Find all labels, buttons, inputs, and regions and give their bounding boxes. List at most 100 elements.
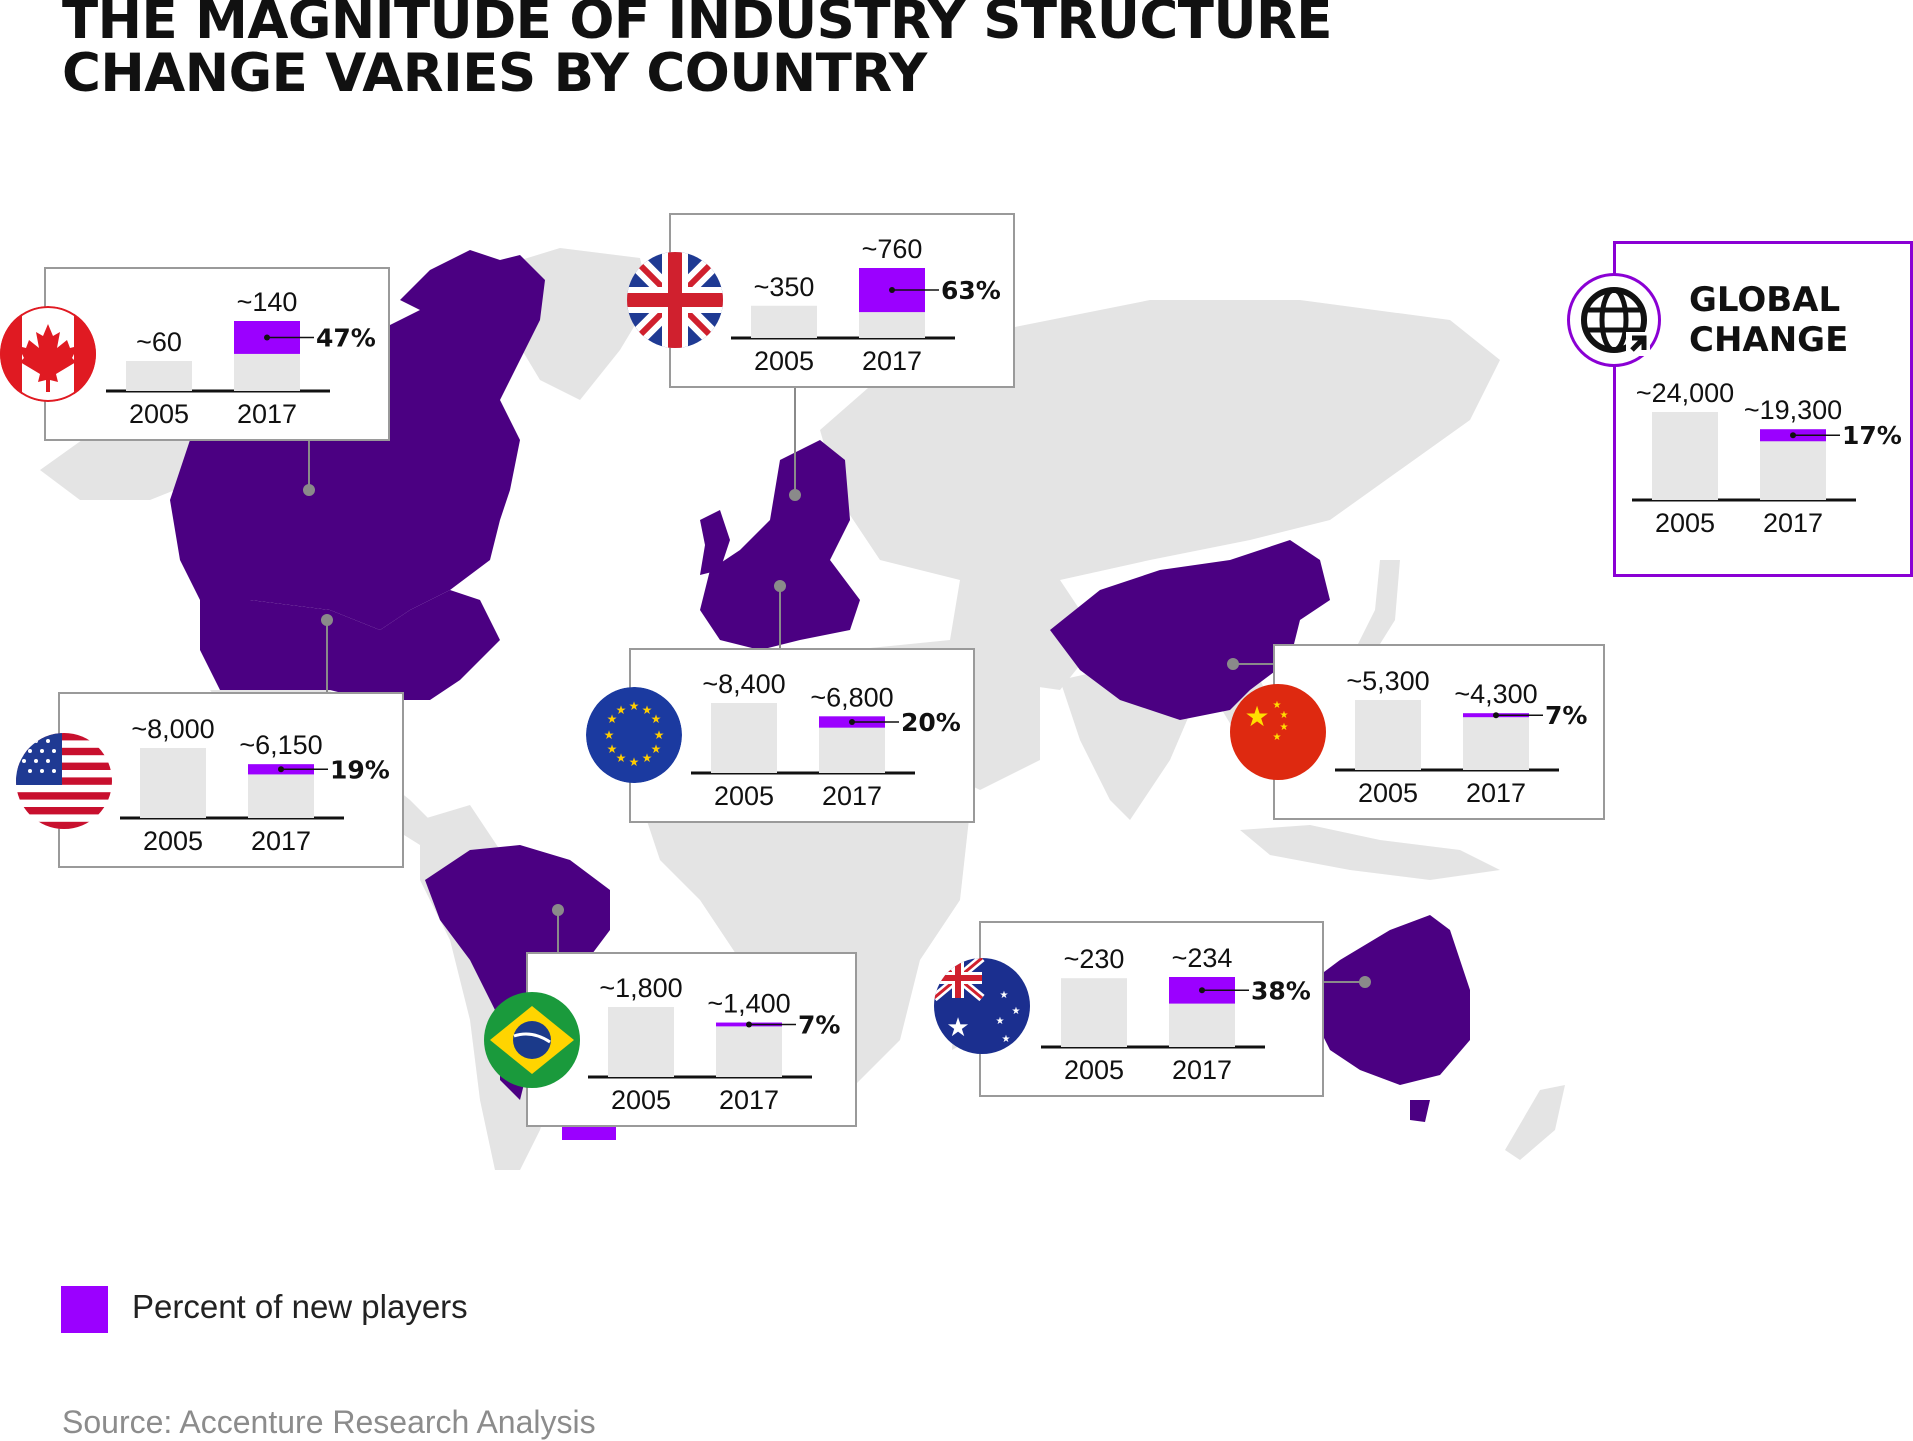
bar-2005 — [140, 748, 206, 818]
bar-2017 — [716, 1022, 782, 1077]
chart-box-china: ~5,300 2005 7% ~4,300 2017 — [1273, 644, 1605, 820]
bars: ~350 2005 63% ~760 2017 — [731, 234, 1001, 376]
bar-chart-eu: ~8,400 2005 20% ~6,800 2017 — [691, 669, 961, 811]
chart-box-usa: ~8,000 2005 19% ~6,150 2017 — [58, 692, 404, 868]
year-label-2017: 2017 — [1763, 508, 1823, 538]
global-title-line-2: CHANGE — [1689, 320, 1849, 360]
svg-text:★: ★ — [607, 712, 618, 726]
svg-text:★: ★ — [629, 699, 640, 713]
new-zealand-shape — [1505, 1085, 1565, 1160]
year-label-2005: 2005 — [143, 826, 203, 856]
bars: ~8,000 2005 19% ~6,150 2017 — [120, 714, 390, 856]
bar-chart-global: ~24,000 2005 17%~19,300 2017 — [1632, 378, 1902, 538]
chart-box-brazil: ~1,800 2005 7% ~1,400 2017 — [526, 952, 857, 1127]
svg-text:★: ★ — [616, 703, 627, 717]
svg-text:★: ★ — [604, 728, 615, 742]
value-label-2017: ~1,400 — [707, 989, 790, 1019]
svg-text:★: ★ — [651, 712, 662, 726]
percent-leader-dot — [849, 719, 855, 725]
source-note: Source: Accenture Research Analysis — [62, 1404, 596, 1440]
canada-shape — [170, 255, 545, 630]
bar-2017 — [1463, 713, 1529, 770]
value-label-2017: ~140 — [237, 287, 298, 317]
australia-flag-icon: ★ ★ ★ ★ ★ — [934, 958, 1030, 1054]
value-label-2017: ~19,300 — [1744, 395, 1842, 425]
chart-box-eu: ~8,400 2005 20% ~6,800 2017 — [629, 648, 975, 823]
year-label-2017: 2017 — [822, 781, 882, 811]
chart-box-uk: ~350 2005 63% ~760 2017 — [669, 213, 1015, 388]
bar-2005 — [1355, 700, 1421, 770]
bar-chart-canada: ~60 2005 47% ~140 2017 — [106, 287, 376, 429]
value-label-2017: ~6,150 — [239, 730, 322, 760]
svg-text:★: ★ — [1280, 710, 1289, 721]
svg-text:★: ★ — [607, 742, 618, 756]
global-change-title: GLOBAL CHANGE — [1689, 280, 1848, 360]
year-label-2005: 2005 — [1358, 778, 1418, 808]
bar-chart-china: ~5,300 2005 7% ~4,300 2017 — [1335, 666, 1587, 808]
percent-leader-dot — [278, 766, 284, 773]
year-label-2017: 2017 — [1172, 1055, 1232, 1085]
china-shape — [1050, 540, 1330, 720]
svg-text:★: ★ — [642, 751, 653, 765]
bar-2005 — [711, 703, 777, 773]
value-label-2005: ~8,400 — [702, 669, 785, 699]
year-label-2017: 2017 — [251, 826, 311, 856]
value-label-2017: ~760 — [862, 234, 923, 264]
bar-chart-usa: ~8,000 2005 19% ~6,150 2017 — [120, 714, 390, 856]
value-label-2017: ~4,300 — [1454, 679, 1537, 709]
svg-text:★: ★ — [946, 1013, 969, 1043]
year-label-2005: 2005 — [1655, 508, 1715, 538]
svg-text:★: ★ — [1273, 700, 1282, 711]
svg-text:★: ★ — [651, 742, 662, 756]
percent-leader-dot — [889, 287, 895, 294]
bars: ~230 2005 38% ~234 2017 — [1041, 943, 1311, 1085]
bar-2005 — [1061, 978, 1127, 1047]
bar-2005 — [1652, 412, 1718, 500]
svg-text:★: ★ — [1000, 990, 1009, 1001]
value-label-2005: ~24,000 — [1636, 378, 1734, 408]
value-label-2005: ~5,300 — [1346, 666, 1429, 696]
year-label-2017: 2017 — [237, 399, 297, 429]
value-label-2005: ~350 — [754, 272, 815, 302]
bars: ~5,300 2005 7% ~4,300 2017 — [1335, 666, 1587, 808]
value-label-2005: ~1,800 — [599, 973, 682, 1003]
uk-shape — [700, 510, 730, 575]
percent-leader-dot — [1199, 987, 1205, 994]
value-label-2017: ~234 — [1172, 943, 1233, 973]
svg-text:★: ★ — [1273, 732, 1282, 743]
new-players-percent-label: 19% — [330, 755, 390, 784]
percent-leader-dot — [1493, 712, 1499, 719]
bars: ~60 2005 47% ~140 2017 — [106, 287, 376, 429]
new-players-percent-label: 7% — [1545, 701, 1587, 730]
svg-text:★: ★ — [1244, 700, 1269, 733]
australia-shape — [1310, 915, 1470, 1085]
svg-text:★: ★ — [629, 755, 640, 769]
new-players-percent-label: 20% — [901, 708, 961, 737]
new-players-percent-label: 47% — [316, 323, 376, 352]
indonesia-shape — [1240, 825, 1500, 880]
chart-box-canada: ~60 2005 47% ~140 2017 — [44, 267, 390, 441]
legend-swatch — [61, 1286, 108, 1333]
tasmania-shape — [1410, 1100, 1430, 1122]
bar-chart-australia: ~230 2005 38% ~234 2017 — [1041, 943, 1311, 1085]
svg-text:★: ★ — [996, 1016, 1005, 1027]
svg-text:★: ★ — [654, 728, 665, 742]
japan-shape — [1355, 560, 1400, 660]
brazil-flag-icon — [484, 992, 580, 1088]
value-label-2005: ~230 — [1064, 944, 1125, 974]
new-players-percent-label: 63% — [941, 276, 1001, 305]
year-label-2005: 2005 — [1064, 1055, 1124, 1085]
europe-shape — [700, 440, 860, 650]
year-label-2005: 2005 — [714, 781, 774, 811]
central-asia-shape — [950, 580, 1100, 690]
value-label-2005: ~60 — [136, 327, 182, 357]
bar-chart-uk: ~350 2005 63% ~760 2017 — [731, 234, 1001, 376]
china-flag-icon: ★ ★ ★ ★ ★ — [1230, 684, 1326, 780]
svg-text:★: ★ — [616, 751, 627, 765]
year-label-2005: 2005 — [129, 399, 189, 429]
usa-shape — [200, 590, 500, 700]
svg-text:★: ★ — [1002, 1034, 1011, 1045]
legend-label: Percent of new players — [132, 1288, 468, 1325]
year-label-2017: 2017 — [719, 1085, 779, 1115]
title-line-1: THE MAGNITUDE OF INDUSTRY STRUCTURE — [62, 0, 1333, 51]
